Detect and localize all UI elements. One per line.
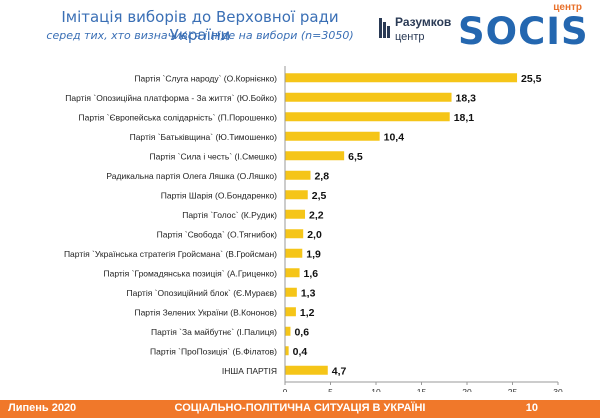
value-label: 2,8 xyxy=(314,170,329,182)
category-label: Партія `Голос` (К.Рудик) xyxy=(182,210,277,220)
bar xyxy=(285,131,380,141)
bar xyxy=(285,307,296,317)
value-label: 25,5 xyxy=(521,73,542,85)
category-label: Партія `Громадянська позиція` (А.Гриценк… xyxy=(104,268,278,278)
razumkov-sub: центр xyxy=(395,31,425,43)
category-label: ІНША ПАРТІЯ xyxy=(222,366,277,376)
category-label: Партія `Опозиційна платформа - За життя`… xyxy=(65,93,277,103)
x-tick-label: 20 xyxy=(462,387,472,392)
footer-bar: Липень 2020 СОЦІАЛЬНО-ПОЛІТИЧНА СИТУАЦІЯ… xyxy=(0,400,600,418)
category-label: Партія `Опозиційний блок` (Є.Мураєв) xyxy=(127,288,278,298)
value-labels: 25,5 18,3 18,1 10,4 6,5 2,8 2,5 2,2 2,0 1,9 1,6 1,3… xyxy=(293,73,542,378)
value-label: 4,7 xyxy=(332,365,347,377)
value-label: 0,4 xyxy=(293,346,308,358)
bar xyxy=(285,287,297,297)
category-label: Партія Шарія (О.Бондаренко) xyxy=(161,190,277,200)
bar xyxy=(285,268,300,278)
category-label: Радикальна партія Олега Ляшка (О.Ляшко) xyxy=(106,171,277,181)
x-tick-label: 25 xyxy=(508,387,518,392)
razumkov-mark-icon xyxy=(379,18,390,38)
category-label: Партія `Батьківщина` (Ю.Тимошенко) xyxy=(130,132,278,142)
category-label: Партія `Українська стратегія Гройсмана` … xyxy=(64,249,277,259)
razumkov-name: Разумков xyxy=(395,15,452,29)
value-label: 6,5 xyxy=(348,151,363,163)
category-label: Партія Зелених України (В.Кононов) xyxy=(134,307,277,317)
value-label: 2,2 xyxy=(309,209,324,221)
value-label: 2,0 xyxy=(307,229,322,241)
footer-date: Липень 2020 xyxy=(8,402,77,414)
category-label: Партія `Сила і честь` (І.Смешко) xyxy=(149,151,277,161)
bar xyxy=(285,92,452,102)
bar-chart: Партія `Слуга народу` (О.Корнієнко) Парті… xyxy=(64,66,563,392)
category-label: Партія `Свобода` (О.Тягнибок) xyxy=(157,229,278,239)
bar xyxy=(285,365,328,375)
category-label: Партія `Європейська солідарність` (П.Пор… xyxy=(79,112,278,122)
bar xyxy=(285,229,304,239)
bar xyxy=(285,73,518,83)
bar xyxy=(285,326,291,336)
bar xyxy=(285,346,289,356)
value-label: 18,3 xyxy=(456,92,477,104)
bar xyxy=(285,151,345,161)
value-label: 18,1 xyxy=(454,112,475,124)
value-label: 10,4 xyxy=(384,131,405,143)
chart-subtitle: серед тих, хто визначився і піде на вибо… xyxy=(46,29,354,42)
footer-caption: СОЦІАЛЬНО-ПОЛІТИЧНА СИТУАЦІЯ В УКРАЇНІ xyxy=(174,402,426,414)
x-tick-label: 0 xyxy=(283,387,288,392)
value-label: 1,2 xyxy=(300,307,315,319)
chart-title: Імітація виборів до Верховної ради Украї… xyxy=(61,8,339,44)
value-label: 0,6 xyxy=(294,326,309,338)
page-number: 10 xyxy=(525,402,538,414)
razumkov-logo: Разумков центр xyxy=(378,14,452,50)
x-axis: 0 5 10 15 20 25 30 xyxy=(283,66,563,392)
bar xyxy=(285,190,308,200)
bar xyxy=(285,170,311,180)
bar xyxy=(285,112,450,122)
socis-centr-label: центр xyxy=(553,2,582,13)
value-label: 1,9 xyxy=(306,248,321,260)
x-tick-label: 30 xyxy=(553,387,563,392)
bar xyxy=(285,209,306,219)
x-tick-label: 5 xyxy=(328,387,333,392)
socis-logo: центр SOCIS xyxy=(456,2,596,56)
chart-area: Партія `Слуга народу` (О.Корнієнко) Парті… xyxy=(0,62,600,392)
category-label: Партія `За майбутнє` (І.Палиця) xyxy=(151,327,277,337)
category-label: Партія `ПроПозиція` (Б.Філатов) xyxy=(150,346,277,356)
x-tick-label: 15 xyxy=(417,387,427,392)
slide-header: Імітація виборів до Верховної ради Украї… xyxy=(0,0,600,58)
value-label: 2,5 xyxy=(312,190,327,202)
socis-wordmark: SOCIS xyxy=(458,10,589,53)
value-label: 1,3 xyxy=(301,287,316,299)
category-label: Партія `Слуга народу` (О.Корнієнко) xyxy=(134,73,277,83)
category-labels: Партія `Слуга народу` (О.Корнієнко) Парті… xyxy=(64,73,277,376)
bars xyxy=(285,73,518,375)
bar xyxy=(285,248,303,258)
value-label: 1,6 xyxy=(304,268,319,280)
x-tick-label: 10 xyxy=(371,387,381,392)
